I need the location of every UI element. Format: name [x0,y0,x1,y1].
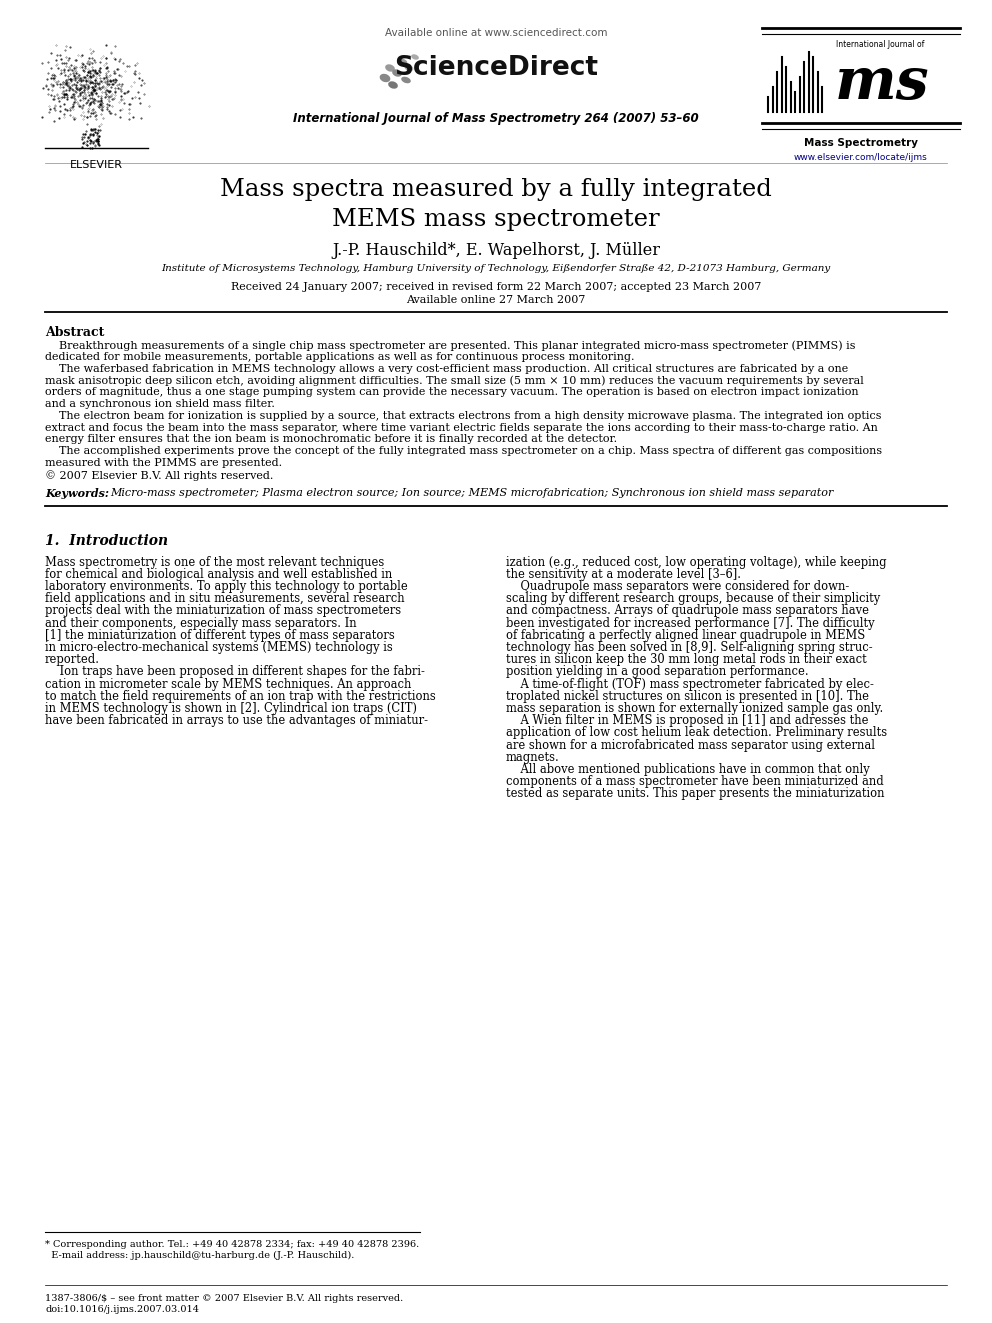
Text: Available online 27 March 2007: Available online 27 March 2007 [407,295,585,306]
Text: * Corresponding author. Tel.: +49 40 42878 2334; fax: +49 40 42878 2396.: * Corresponding author. Tel.: +49 40 428… [45,1240,420,1249]
Text: The waferbased fabrication in MEMS technology allows a very cost-efficient mass : The waferbased fabrication in MEMS techn… [45,364,848,373]
Text: A Wien filter in MEMS is proposed in [11] and adresses the: A Wien filter in MEMS is proposed in [11… [506,714,869,728]
Text: reported.: reported. [45,654,100,667]
Text: troplated nickel structures on silicon is presented in [10]. The: troplated nickel structures on silicon i… [506,689,869,703]
Text: position yielding in a good separation performance.: position yielding in a good separation p… [506,665,808,679]
Text: International Journal of: International Journal of [836,40,925,49]
Text: © 2007 Elsevier B.V. All rights reserved.: © 2007 Elsevier B.V. All rights reserved… [45,470,274,480]
Ellipse shape [411,54,419,60]
Text: [1] the miniaturization of different types of mass separators: [1] the miniaturization of different typ… [45,628,395,642]
Text: extract and focus the beam into the mass separator, where time variant electric : extract and focus the beam into the mass… [45,422,878,433]
Text: Micro-mass spectrometer; Plasma electron source; Ion source; MEMS microfabricati: Micro-mass spectrometer; Plasma electron… [110,488,833,497]
Text: magnets.: magnets. [506,750,559,763]
Text: energy filter ensures that the ion beam is monochromatic before it is finally re: energy filter ensures that the ion beam … [45,434,617,445]
Text: of fabricating a perfectly aligned linear quadrupole in MEMS: of fabricating a perfectly aligned linea… [506,628,865,642]
Text: All above mentioned publications have in common that only: All above mentioned publications have in… [506,763,870,777]
Text: field applications and in situ measurements, several research: field applications and in situ measureme… [45,593,405,605]
Text: E-mail address: jp.hauschild@tu-harburg.de (J.-P. Hauschild).: E-mail address: jp.hauschild@tu-harburg.… [45,1252,354,1259]
Text: International Journal of Mass Spectrometry 264 (2007) 53–60: International Journal of Mass Spectromet… [294,112,698,124]
Ellipse shape [401,77,411,83]
Ellipse shape [380,74,390,82]
Ellipse shape [405,65,414,71]
Text: Mass spectrometry is one of the most relevant techniques: Mass spectrometry is one of the most rel… [45,556,384,569]
Ellipse shape [388,81,398,89]
Text: A time-of-flight (TOF) mass spectrometer fabricated by elec-: A time-of-flight (TOF) mass spectrometer… [506,677,874,691]
Text: Abstract: Abstract [45,325,104,339]
Text: ms: ms [835,56,930,111]
Text: and their components, especially mass separators. In: and their components, especially mass se… [45,617,357,630]
Text: Keywords:: Keywords: [45,488,109,499]
Text: 1.  Introduction: 1. Introduction [45,533,168,548]
Text: Breakthrough measurements of a single chip mass spectrometer are presented. This: Breakthrough measurements of a single ch… [45,340,855,351]
Text: www.elsevier.com/locate/ijms: www.elsevier.com/locate/ijms [795,153,928,161]
Ellipse shape [385,65,395,71]
Text: scaling by different research groups, because of their simplicity: scaling by different research groups, be… [506,593,880,605]
Text: mass separation is shown for externally ionized sample gas only.: mass separation is shown for externally … [506,703,883,714]
Text: tested as separate units. This paper presents the miniaturization: tested as separate units. This paper pre… [506,787,885,800]
Text: Ion traps have been proposed in different shapes for the fabri-: Ion traps have been proposed in differen… [45,665,425,679]
Text: for chemical and biological analysis and well established in: for chemical and biological analysis and… [45,568,392,581]
Text: Quadrupole mass separators were considered for down-: Quadrupole mass separators were consider… [506,579,849,593]
Text: dedicated for mobile measurements, portable applications as well as for continuo: dedicated for mobile measurements, porta… [45,352,635,361]
Text: tures in silicon keep the 30 mm long metal rods in their exact: tures in silicon keep the 30 mm long met… [506,654,867,667]
Text: ELSEVIER: ELSEVIER [69,160,122,169]
Text: orders of magnitude, thus a one stage pumping system can provide the necessary v: orders of magnitude, thus a one stage pu… [45,388,859,397]
Text: Mass spectra measured by a fully integrated
MEMS mass spectrometer: Mass spectra measured by a fully integra… [220,179,772,232]
Text: technology has been solved in [8,9]. Self-aligning spring struc-: technology has been solved in [8,9]. Sel… [506,642,873,654]
Text: components of a mass spectrometer have been miniaturized and: components of a mass spectrometer have b… [506,775,884,789]
Text: Available online at www.sciencedirect.com: Available online at www.sciencedirect.co… [385,28,607,38]
Text: in micro-electro-mechanical systems (MEMS) technology is: in micro-electro-mechanical systems (MEM… [45,642,393,654]
Text: measured with the PIMMS are presented.: measured with the PIMMS are presented. [45,458,282,468]
Text: Institute of Microsystems Technology, Hamburg University of Technology, Eißendor: Institute of Microsystems Technology, Ha… [162,265,830,273]
Text: cation in micrometer scale by MEMS techniques. An approach: cation in micrometer scale by MEMS techn… [45,677,412,691]
Text: ization (e.g., reduced cost, low operating voltage), while keeping: ization (e.g., reduced cost, low operati… [506,556,887,569]
Text: mask anisotropic deep silicon etch, avoiding alignment difficulties. The small s: mask anisotropic deep silicon etch, avoi… [45,376,864,386]
Text: Received 24 January 2007; received in revised form 22 March 2007; accepted 23 Ma: Received 24 January 2007; received in re… [231,282,761,292]
Text: have been fabricated in arrays to use the advantages of miniatur-: have been fabricated in arrays to use th… [45,714,428,728]
Text: projects deal with the miniaturization of mass spectrometers: projects deal with the miniaturization o… [45,605,401,618]
Text: J.-P. Hauschild*, E. Wapelhorst, J. Müller: J.-P. Hauschild*, E. Wapelhorst, J. Müll… [332,242,660,259]
Ellipse shape [399,58,408,65]
Text: The accomplished experiments prove the concept of the fully integrated mass spec: The accomplished experiments prove the c… [45,446,882,456]
Text: Mass Spectrometry: Mass Spectrometry [804,138,918,148]
Text: laboratory environments. To apply this technology to portable: laboratory environments. To apply this t… [45,579,408,593]
Text: and a synchronous ion shield mass filter.: and a synchronous ion shield mass filter… [45,400,275,409]
Text: are shown for a microfabricated mass separator using external: are shown for a microfabricated mass sep… [506,738,875,751]
Text: been investigated for increased performance [7]. The difficulty: been investigated for increased performa… [506,617,875,630]
Ellipse shape [392,69,402,77]
Text: in MEMS technology is shown in [2]. Cylindrical ion traps (CIT): in MEMS technology is shown in [2]. Cyli… [45,703,417,714]
Text: application of low cost helium leak detection. Preliminary results: application of low cost helium leak dete… [506,726,887,740]
Text: doi:10.1016/j.ijms.2007.03.014: doi:10.1016/j.ijms.2007.03.014 [45,1304,199,1314]
Text: 1387-3806/$ – see front matter © 2007 Elsevier B.V. All rights reserved.: 1387-3806/$ – see front matter © 2007 El… [45,1294,404,1303]
Text: and compactness. Arrays of quadrupole mass separators have: and compactness. Arrays of quadrupole ma… [506,605,869,618]
Text: ScienceDirect: ScienceDirect [394,56,598,81]
Text: the sensitivity at a moderate level [3–6].: the sensitivity at a moderate level [3–6… [506,568,741,581]
Text: to match the field requirements of an ion trap with the restrictions: to match the field requirements of an io… [45,689,435,703]
Text: The electron beam for ionization is supplied by a source, that extracts electron: The electron beam for ionization is supp… [45,411,882,421]
